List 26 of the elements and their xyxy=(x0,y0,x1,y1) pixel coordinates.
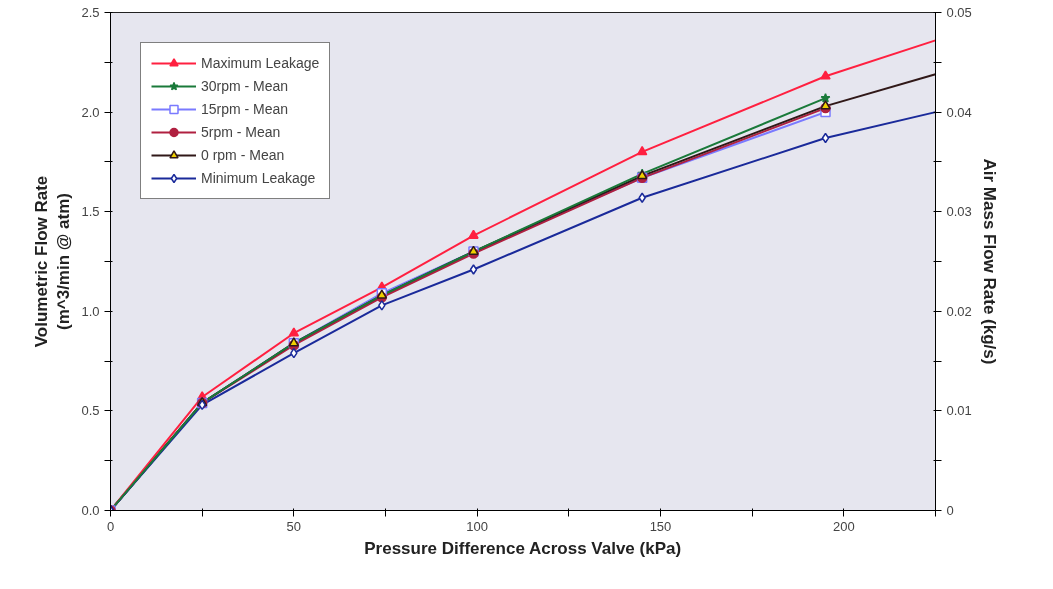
y-tick-label: 0.5 xyxy=(81,403,100,419)
legend-label: Minimum Leakage xyxy=(201,170,316,186)
y2-tick-label: 0.03 xyxy=(946,204,972,220)
x-axis-title: Pressure Difference Across Valve (kPa) xyxy=(364,538,682,558)
y-axis-title: Volumetric Flow Rate (m^3/min @ atm) xyxy=(31,175,74,348)
y-tick-label: 2.5 xyxy=(81,5,100,20)
legend-label: 15rpm - Mean xyxy=(201,101,289,117)
x-tick-label: 150 xyxy=(649,518,672,534)
y-tick-label: 2.0 xyxy=(81,104,100,120)
y-tick-label: 1.5 xyxy=(81,204,100,220)
y-tick-label: 0.0 xyxy=(81,503,100,518)
x-tick-label: 100 xyxy=(466,518,489,534)
y2-axis-title: Air Mass Flow Rate (kg/s) xyxy=(979,158,999,365)
y2-tick-label: 0.04 xyxy=(946,104,972,120)
y2-tick-label: 0.02 xyxy=(946,303,972,319)
x-tick-label: 0 xyxy=(106,518,115,534)
x-tick-label: 50 xyxy=(286,518,302,534)
y2-tick-label: 0.05 xyxy=(946,5,972,20)
y2-tick-label: 0.01 xyxy=(946,403,972,419)
legend-label: 30rpm - Mean xyxy=(201,78,289,94)
legend-label: 5rpm - Mean xyxy=(201,124,281,140)
legend-label: Maximum Leakage xyxy=(201,55,320,71)
x-tick-label: 200 xyxy=(832,518,855,534)
legend-label: 0 rpm - Mean xyxy=(201,147,285,163)
y-tick-label: 1.0 xyxy=(81,303,100,319)
y2-tick-label: 0 xyxy=(946,503,954,518)
